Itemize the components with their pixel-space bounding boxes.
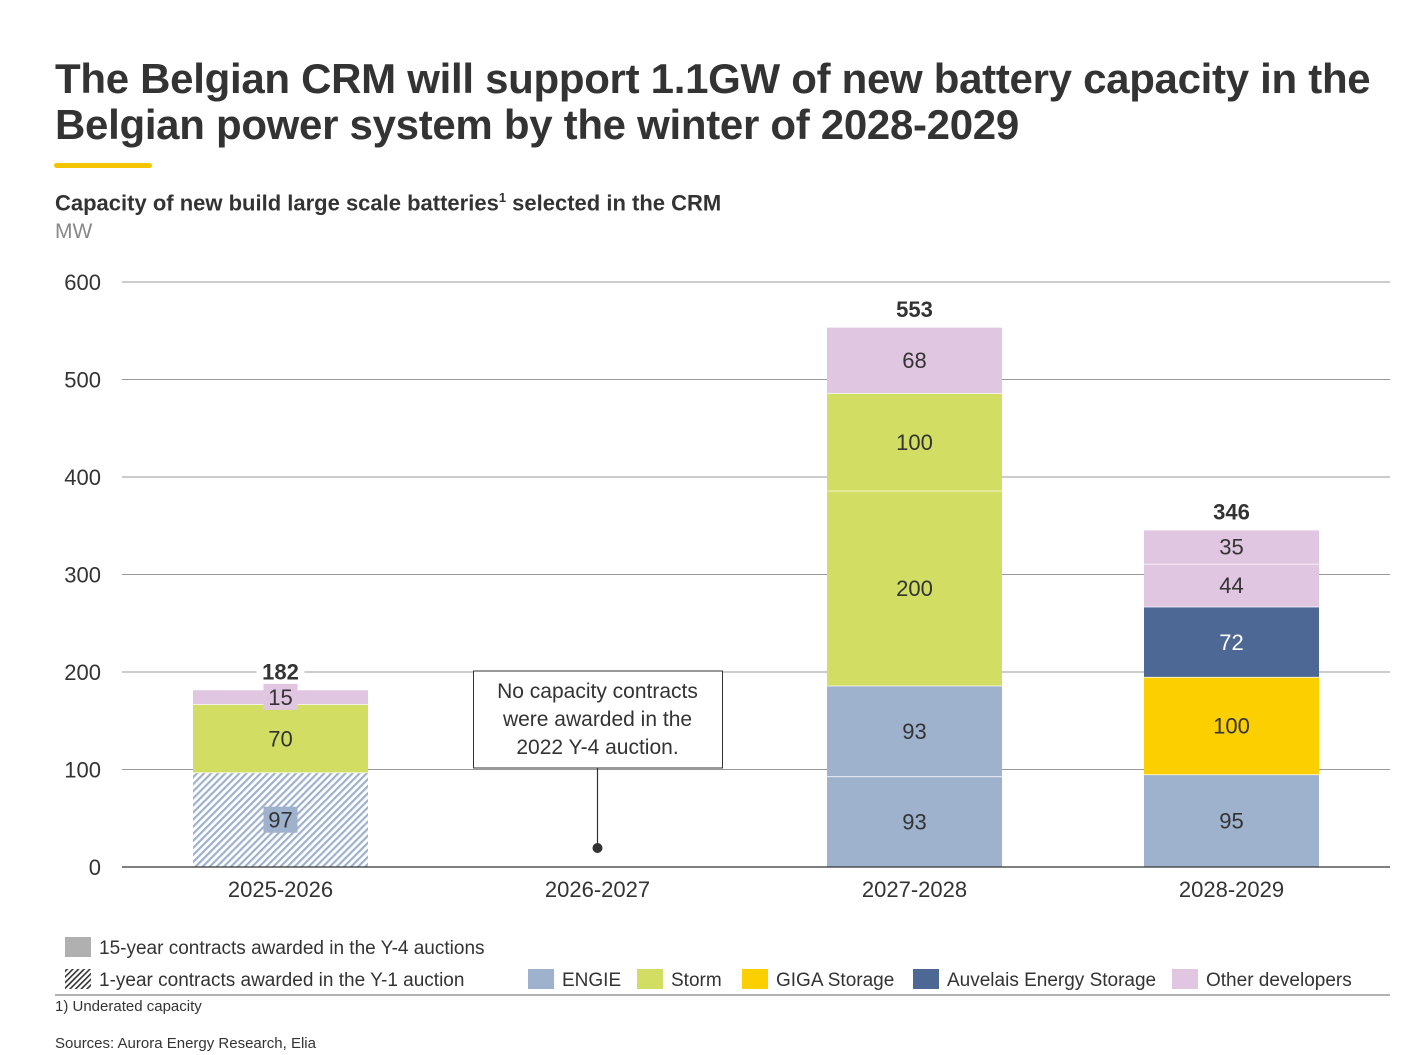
data-label: 97	[268, 808, 292, 833]
contract-legend-swatch	[65, 937, 91, 957]
data-label: 70	[268, 726, 292, 751]
data-label: 95	[1219, 809, 1243, 834]
bar-segment	[827, 326, 1002, 394]
data-label: 100	[896, 430, 933, 455]
title-accent-bar	[54, 163, 152, 168]
y-tick-label: 0	[89, 855, 101, 880]
subtitle-text-end: selected in the CRM	[506, 190, 722, 216]
legend-swatch	[742, 969, 768, 989]
total-label: 553	[896, 297, 933, 322]
legend-swatch	[913, 969, 939, 989]
y-tick-label: 200	[64, 660, 101, 685]
annotation-text: No capacity contracts	[497, 680, 698, 703]
bar-segment	[827, 776, 1002, 867]
data-label: 93	[902, 810, 926, 835]
sources: Sources: Aurora Energy Research, Elia	[55, 1035, 316, 1052]
annotation-box	[473, 670, 723, 769]
chart-title: The Belgian CRM will support 1.1GW of ne…	[55, 55, 1371, 148]
total-label: 182	[262, 660, 299, 685]
total-label-background	[1207, 499, 1256, 524]
x-tick-label: 2025-2026	[228, 877, 333, 902]
annotation-text: were awarded in the	[502, 708, 692, 731]
bar-segment	[827, 685, 1002, 777]
data-label: 35	[1219, 535, 1243, 560]
legend-label: Other developers	[1206, 970, 1352, 991]
subtitle-footnote-mark: 1	[498, 190, 507, 205]
legend-swatch	[528, 969, 554, 989]
bar-segment	[827, 490, 1002, 686]
legend-swatch	[1172, 969, 1198, 989]
bar-segment	[1144, 676, 1319, 775]
chart-subtitle: Capacity of new build large scale batter…	[55, 190, 721, 216]
data-label: 100	[1213, 714, 1250, 739]
annotation-text: 2022 Y-4 auction.	[516, 736, 678, 759]
total-label: 346	[1213, 500, 1250, 525]
y-axis-unit: MW	[55, 220, 93, 243]
data-label: 68	[902, 348, 926, 373]
data-label: 72	[1219, 630, 1243, 655]
data-label: 44	[1219, 573, 1243, 598]
bar-segment	[1144, 529, 1319, 564]
legend-label: ENGIE	[562, 970, 621, 991]
x-tick-label: 2028-2029	[1179, 877, 1284, 902]
annotation-dot	[592, 843, 603, 853]
data-label: 15	[268, 685, 292, 710]
bar-segment	[1144, 606, 1319, 677]
total-label-background	[256, 659, 305, 684]
bar-segment	[1144, 774, 1319, 867]
y-tick-label: 400	[64, 465, 101, 490]
y-tick-label: 500	[64, 368, 101, 393]
bar-segment	[193, 704, 368, 773]
legend-label: GIGA Storage	[776, 970, 894, 991]
y-tick-label: 100	[64, 758, 101, 783]
x-tick-label: 2026-2027	[545, 877, 650, 902]
x-tick-label: 2027-2028	[862, 877, 967, 902]
y-tick-label: 600	[64, 270, 101, 295]
y-tick-label: 300	[64, 563, 101, 588]
legend-swatch	[637, 969, 663, 989]
legend-label: Storm	[671, 970, 722, 991]
bar-segment	[1144, 563, 1319, 607]
contract-legend-label: 15-year contracts awarded in the Y-4 auc…	[99, 938, 485, 959]
contract-legend-label: 1-year contracts awarded in the Y-1 auct…	[99, 970, 464, 991]
subtitle-text: Capacity of new build large scale batter…	[55, 190, 499, 216]
total-label-background	[890, 296, 939, 321]
bar-segment	[827, 393, 1002, 491]
data-label-background	[263, 683, 298, 710]
legend-label: Auvelais Energy Storage	[947, 970, 1156, 991]
data-label-background	[263, 806, 298, 833]
data-label: 93	[902, 719, 926, 744]
footnote: 1) Underated capacity	[55, 998, 202, 1015]
data-label: 200	[896, 576, 933, 601]
contract-legend-swatch	[65, 969, 91, 989]
